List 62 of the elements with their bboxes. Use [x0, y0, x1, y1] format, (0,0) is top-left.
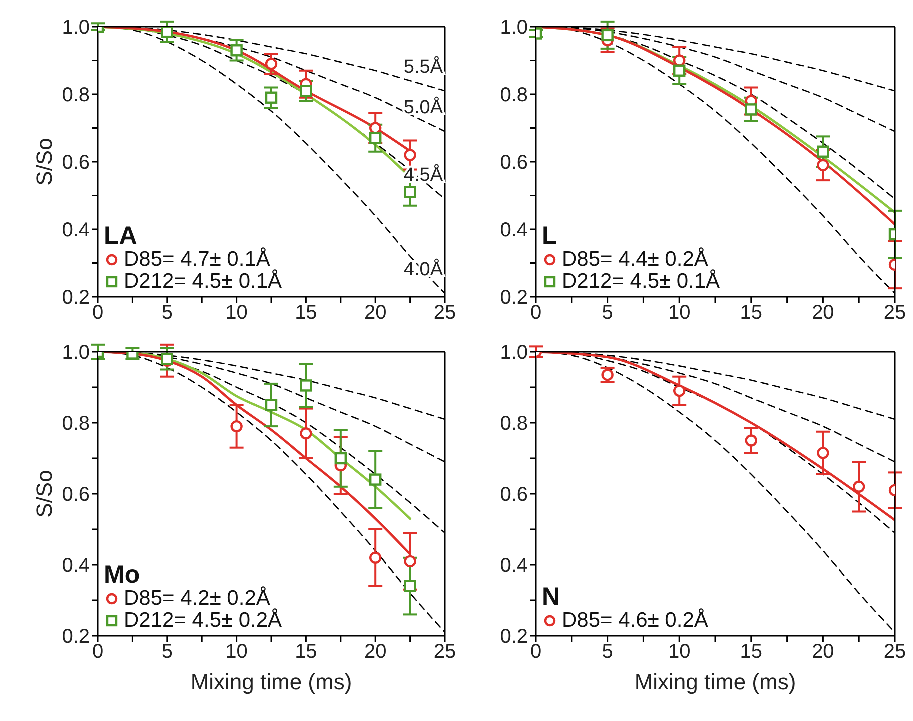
y-tick-label: 0.4 [62, 220, 90, 242]
x-tick-label: 20 [364, 641, 387, 664]
series-label: 5.0Å [404, 96, 444, 119]
y-tick-label: 0.8 [62, 84, 90, 107]
x-tick-label: 25 [884, 302, 906, 324]
legend-label: D85= 4.7± 0.1Å [124, 248, 270, 271]
y-tick-label: 1.0 [62, 342, 90, 364]
series-label: 5.5Å [404, 56, 444, 78]
series-label: 4.0Å [404, 258, 444, 281]
x-tick-label: 15 [740, 641, 763, 664]
y-tick-label: 0.6 [500, 152, 528, 174]
x-tick-label: 20 [812, 302, 834, 324]
y-tick-label: 0.2 [500, 626, 528, 648]
y-tick-label: 0.4 [500, 555, 528, 578]
x-tick-label: 15 [740, 302, 763, 324]
legend-label: D85= 4.6± 0.2Å [562, 608, 708, 632]
y-tick-label: 1.0 [500, 17, 528, 40]
y-tick-label: 0.2 [500, 287, 528, 310]
x-tick-label: 25 [434, 302, 456, 324]
y-tick-label: 0.4 [500, 220, 528, 242]
legend-label: D212= 4.5± 0.1Å [562, 270, 720, 293]
y-tick-label: 0.2 [62, 626, 90, 648]
x-tick-label: 15 [295, 641, 318, 664]
y-tick-label: 0.6 [62, 484, 90, 506]
x-tick-label: 0 [530, 302, 542, 324]
x-tick-label: 10 [668, 302, 691, 324]
y-tick-label: 0.8 [500, 84, 528, 107]
y-axis-title: S/So [32, 470, 57, 518]
y-tick-label: 0.8 [62, 413, 90, 436]
legend-title: L [542, 222, 558, 250]
y-tick-label: 0.6 [500, 484, 528, 506]
x-tick-label: 10 [668, 641, 691, 664]
y-axis-title: S/So [32, 138, 57, 186]
x-tick-label: 0 [530, 641, 542, 664]
legend-label: D85= 4.4± 0.2Å [562, 248, 708, 271]
y-tick-label: 0.2 [62, 287, 90, 310]
x-tick-label: 20 [364, 302, 387, 324]
x-tick-label: 5 [162, 641, 173, 664]
legend-label: D212= 4.5± 0.1Å [124, 270, 282, 293]
y-tick-label: 1.0 [62, 17, 90, 40]
x-axis-title: Mixing time (ms) [634, 670, 796, 695]
x-tick-label: 5 [162, 302, 173, 324]
x-tick-label: 25 [884, 641, 906, 664]
legend-title: LA [104, 222, 138, 250]
legend-label: D212= 4.5± 0.2Å [124, 608, 282, 632]
x-tick-label: 5 [602, 641, 614, 664]
x-axis-title: Mixing time (ms) [190, 670, 352, 695]
y-tick-label: 0.6 [62, 152, 90, 174]
x-tick-label: 0 [92, 302, 104, 324]
x-tick-label: 5 [602, 302, 614, 324]
y-tick-label: 0.8 [500, 413, 528, 436]
x-tick-label: 10 [226, 641, 248, 664]
x-tick-label: 15 [295, 302, 318, 324]
x-tick-label: 10 [226, 302, 248, 324]
legend-title: Mo [104, 560, 142, 589]
x-tick-label: 20 [812, 641, 834, 664]
legend-title: N [542, 582, 562, 611]
legend-label: D85= 4.2± 0.2Å [124, 586, 270, 610]
x-tick-label: 25 [434, 641, 456, 664]
y-tick-label: 0.4 [62, 555, 90, 578]
x-tick-label: 0 [92, 641, 104, 664]
y-tick-label: 1.0 [500, 342, 528, 364]
